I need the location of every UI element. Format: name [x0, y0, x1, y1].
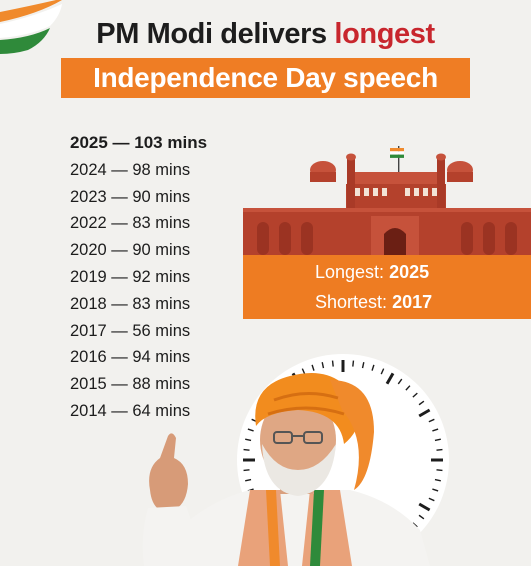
longest-stat: Longest: 2025 — [315, 262, 429, 283]
list-item-2017: 2017 — 56 mins — [70, 321, 191, 340]
clock-tick — [436, 469, 443, 472]
clock-tick — [321, 362, 325, 369]
list-item-2020: 2020 — 90 mins — [70, 241, 191, 260]
red-fort-illustration — [243, 146, 531, 255]
clock-tick — [418, 502, 431, 512]
clock-tick — [301, 368, 306, 375]
clock-tick — [418, 408, 431, 418]
clock-tick — [434, 438, 441, 442]
headline: PM Modi delivers longest — [0, 18, 531, 51]
list-item-2015: 2015 — 88 mins — [70, 375, 191, 394]
stats-panel: Longest: 2025 Shortest: 2017 — [243, 255, 531, 319]
headline-text: PM Modi delivers — [96, 18, 335, 50]
clock-tick — [412, 522, 418, 528]
shortest-label: Shortest: — [315, 292, 388, 312]
clock-tick — [311, 364, 315, 371]
shortest-value: 2017 — [392, 292, 433, 312]
clock-tick — [432, 428, 439, 432]
clock-tick — [434, 478, 441, 482]
clock-tick — [243, 469, 250, 472]
clock-tick — [331, 360, 334, 367]
list-item-2022: 2022 — 83 mins — [70, 214, 191, 233]
speech-duration-list: 2025 — 103 mins 2024 — 98 mins 2023 — 90… — [70, 130, 207, 425]
clock-tick — [245, 438, 252, 442]
clock-tick — [432, 488, 439, 492]
list-item-2023: 2023 — 90 mins — [70, 187, 191, 206]
list-item-2025: 2025 — 103 mins — [70, 133, 208, 152]
list-item-2016: 2016 — 94 mins — [70, 348, 191, 367]
clock-tick — [428, 497, 435, 502]
clock-tick — [418, 514, 425, 520]
list-item-2018: 2018 — 83 mins — [70, 294, 191, 313]
clock-tick — [245, 478, 252, 482]
clock-tick — [405, 385, 411, 391]
speaker-portrait-illustration — [142, 373, 430, 566]
subheadline-banner: Independence Day speech — [61, 58, 470, 98]
tricolor-swoosh-icon — [0, 0, 62, 54]
list-item-2019: 2019 — 92 mins — [70, 267, 191, 286]
clock-tick — [371, 364, 375, 371]
longest-value: 2025 — [389, 262, 430, 282]
clock-tick — [418, 400, 425, 406]
clock-tick — [247, 428, 254, 432]
longest-label: Longest: — [315, 262, 385, 282]
clock-tick — [385, 372, 395, 385]
clock-tick — [361, 362, 365, 369]
clock-tick — [243, 448, 250, 451]
clock-tick — [428, 418, 435, 423]
clock-tick — [352, 360, 355, 367]
list-item-2024: 2024 — 98 mins — [70, 160, 191, 179]
headline-accent: longest — [334, 18, 435, 50]
clock-tick — [436, 448, 443, 451]
list-item-2014: 2014 — 64 mins — [70, 401, 191, 420]
shortest-stat: Shortest: 2017 — [315, 292, 432, 313]
clock-tick — [412, 392, 418, 398]
clock-tick — [380, 368, 385, 375]
clock-tick — [397, 378, 403, 385]
